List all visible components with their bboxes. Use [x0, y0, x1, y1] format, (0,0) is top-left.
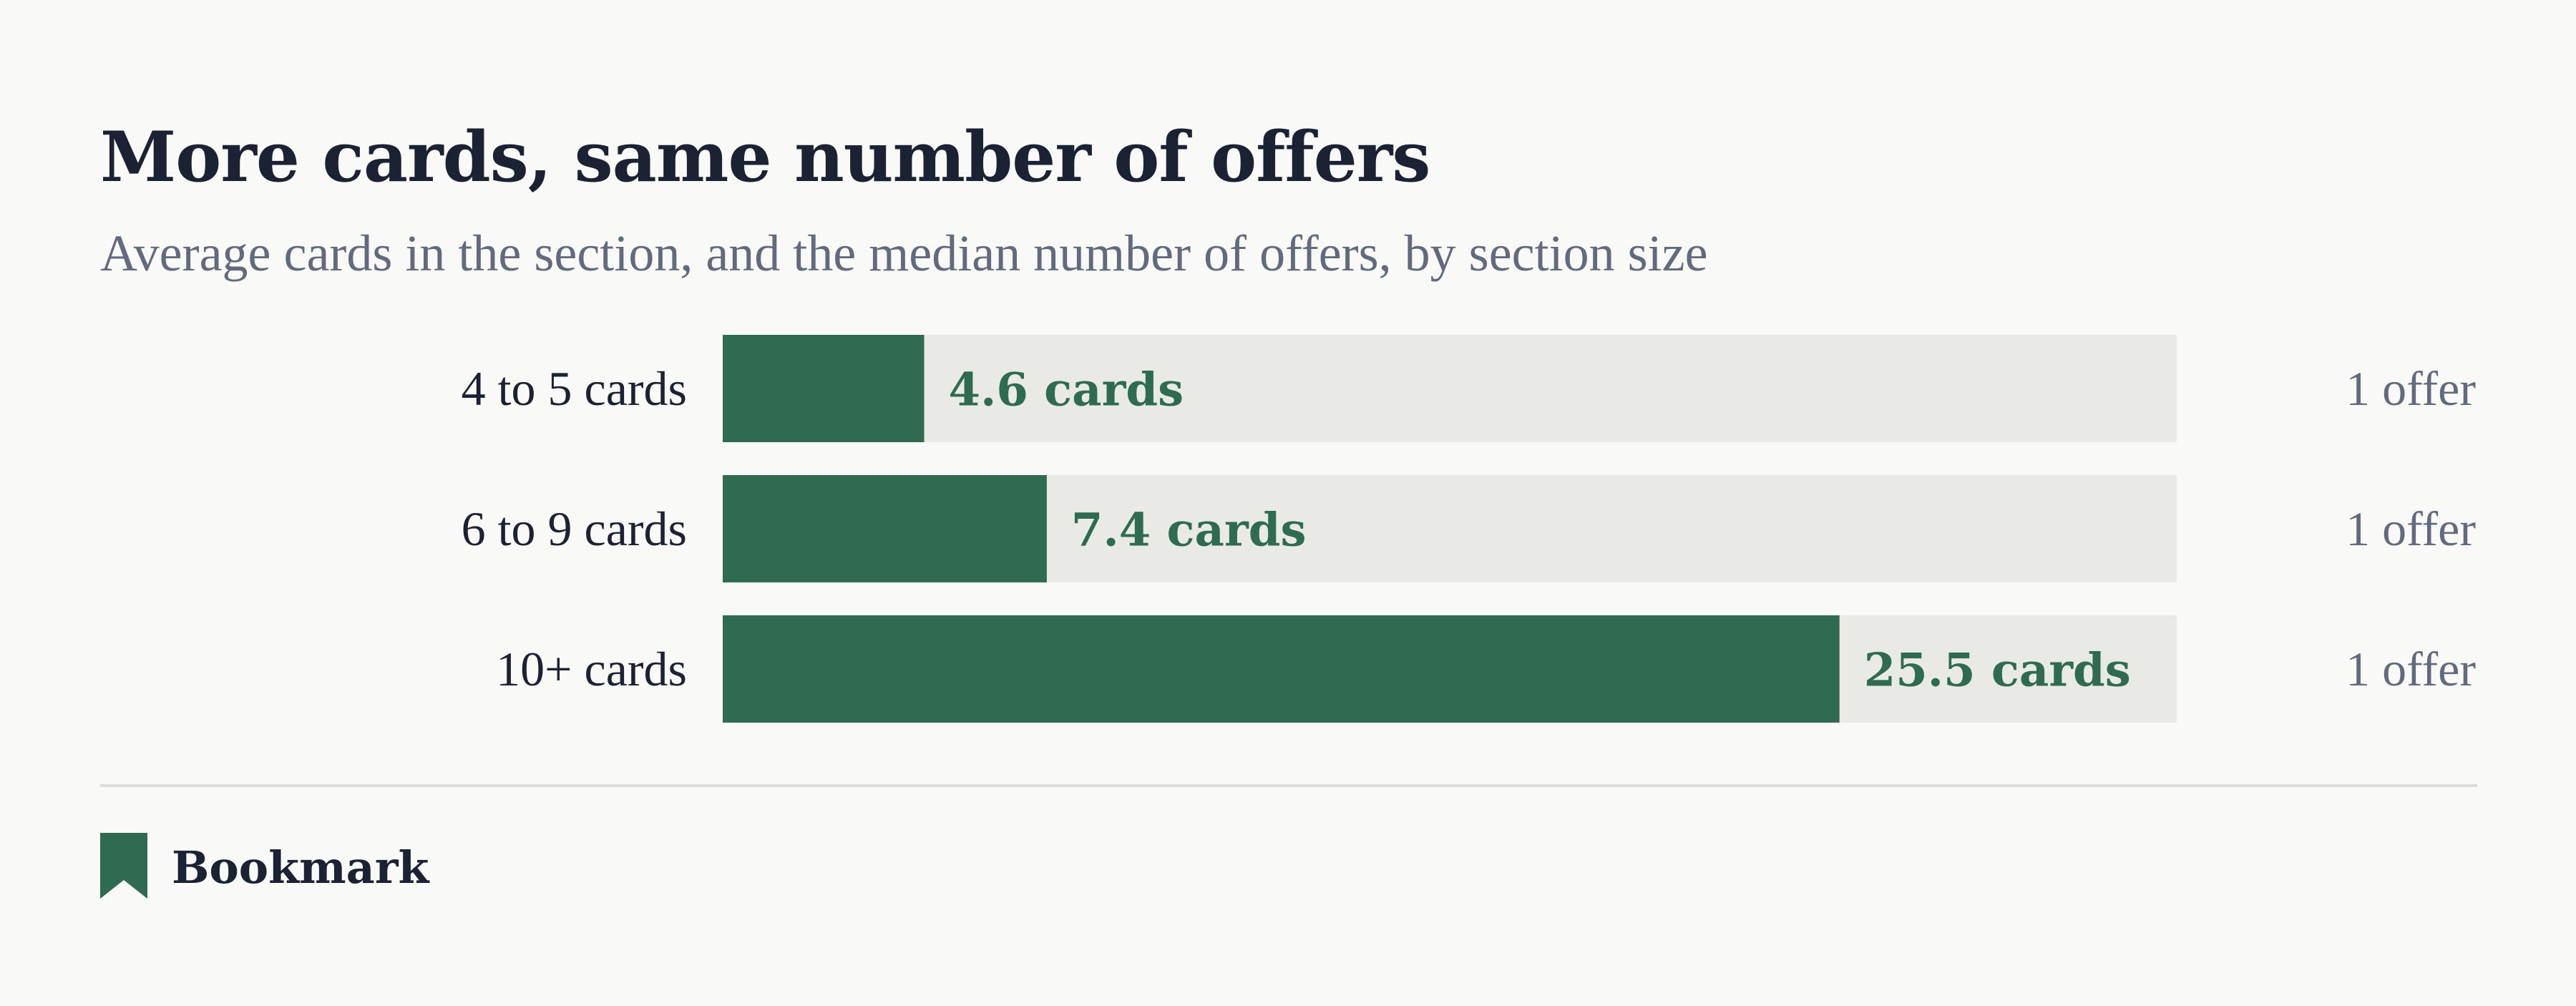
bar [723, 475, 1047, 582]
chart-subtitle: Average cards in the section, and the me… [100, 225, 1708, 282]
offer-label: 1 offer [2346, 502, 2476, 556]
footer-divider [100, 784, 2477, 787]
brand-name: Bookmark [172, 841, 429, 894]
bar [723, 615, 1840, 723]
bar [723, 335, 924, 442]
category-label: 10+ cards [496, 642, 687, 696]
category-label: 4 to 5 cards [462, 361, 687, 416]
offer-label: 1 offer [2346, 361, 2476, 416]
category-label: 6 to 9 cards [462, 502, 687, 556]
bookmark-icon [100, 833, 147, 899]
chart-title: More cards, same number of offers [100, 117, 1430, 197]
value-label: 4.6 cards [949, 363, 1184, 417]
bar-chart: 4 to 5 cards 4.6 cards 1 offer 6 to 9 cards… [462, 335, 2476, 723]
offer-label: 1 offer [2346, 642, 2476, 696]
value-label: 25.5 cards [1864, 644, 2131, 698]
value-label: 7.4 cards [1071, 504, 1307, 557]
bar-track [723, 335, 2177, 442]
